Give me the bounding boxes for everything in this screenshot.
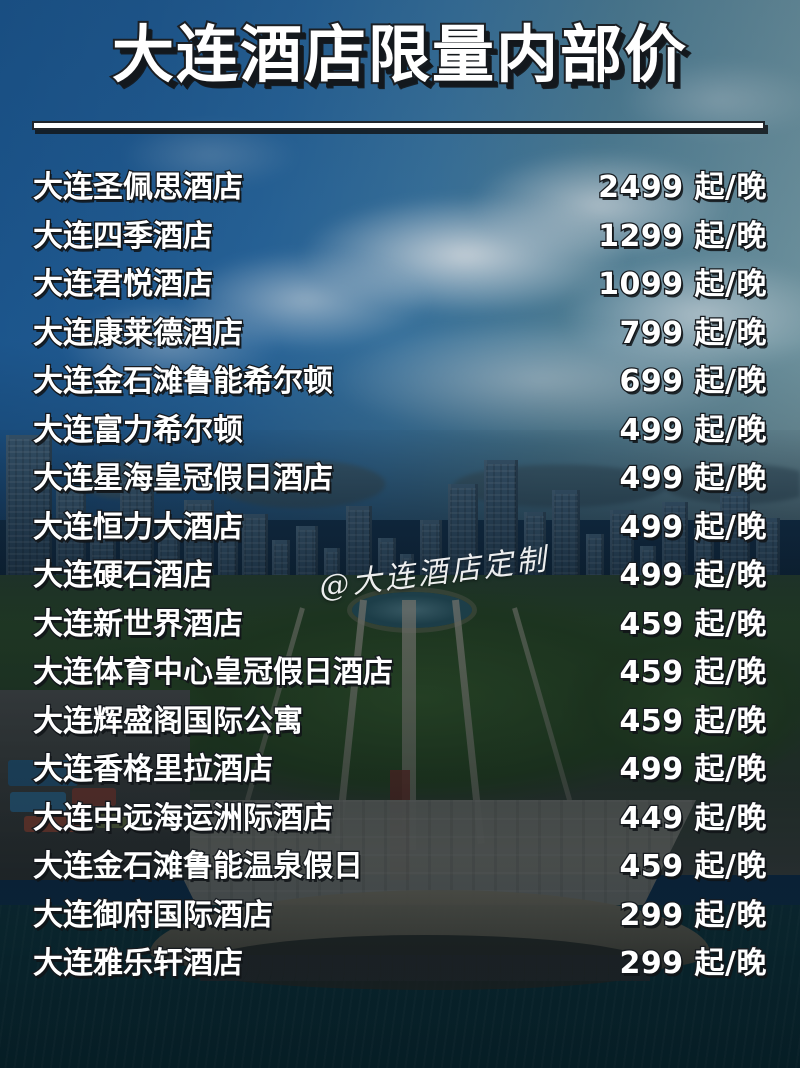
- hotel-name: 大连雅乐轩酒店: [32, 945, 245, 983]
- hotel-price: 499 起/晚: [618, 557, 768, 595]
- hotel-price: 699 起/晚: [618, 363, 768, 401]
- title-underline-bar: [32, 121, 765, 130]
- hotel-name: 大连君悦酒店: [32, 266, 215, 304]
- table-row: 大连圣佩思酒店 2499 起/晚: [32, 162, 768, 211]
- hotel-name: 大连体育中心皇冠假日酒店: [32, 654, 395, 692]
- table-row: 大连硬石酒店 499 起/晚: [32, 550, 768, 599]
- hotel-name: 大连御府国际酒店: [32, 896, 275, 934]
- hotel-name: 大连辉盛阁国际公寓: [32, 702, 305, 740]
- table-row: 大连金石滩鲁能希尔顿 699 起/晚: [32, 356, 768, 405]
- hotel-price: 449 起/晚: [618, 799, 768, 837]
- table-row: 大连中远海运洲际酒店 449 起/晚: [32, 793, 768, 842]
- hotel-name: 大连金石滩鲁能希尔顿: [32, 363, 335, 401]
- hotel-price: 499 起/晚: [618, 460, 768, 498]
- hotel-name: 大连硬石酒店: [32, 557, 215, 595]
- hotel-price: 499 起/晚: [618, 751, 768, 789]
- table-row: 大连新世界酒店 459 起/晚: [32, 599, 768, 648]
- hotel-price: 459 起/晚: [618, 654, 768, 692]
- table-row: 大连雅乐轩酒店 299 起/晚: [32, 938, 768, 987]
- hotel-price: 459 起/晚: [618, 702, 768, 740]
- hotel-price: 459 起/晚: [618, 605, 768, 643]
- hotel-name: 大连中远海运洲际酒店: [32, 799, 335, 837]
- hotel-price: 299 起/晚: [618, 945, 768, 983]
- table-row: 大连恒力大酒店 499 起/晚: [32, 502, 768, 551]
- table-row: 大连富力希尔顿 499 起/晚: [32, 405, 768, 454]
- hotel-price: 799 起/晚: [618, 314, 768, 352]
- hotel-price: 2499 起/晚: [597, 169, 768, 207]
- table-row: 大连星海皇冠假日酒店 499 起/晚: [32, 453, 768, 502]
- hotel-price: 499 起/晚: [618, 411, 768, 449]
- hotel-price: 299 起/晚: [618, 896, 768, 934]
- table-row: 大连康莱德酒店 799 起/晚: [32, 308, 768, 357]
- hotel-price: 459 起/晚: [618, 848, 768, 886]
- table-row: 大连四季酒店 1299 起/晚: [32, 211, 768, 260]
- page-title: 大连酒店限量内部价: [110, 18, 688, 91]
- hotel-price: 499 起/晚: [618, 508, 768, 546]
- hotel-name: 大连康莱德酒店: [32, 314, 245, 352]
- table-row: 大连香格里拉酒店 499 起/晚: [32, 744, 768, 793]
- table-row: 大连金石滩鲁能温泉假日 459 起/晚: [32, 841, 768, 890]
- hotel-name: 大连星海皇冠假日酒店: [32, 460, 335, 498]
- hotel-name: 大连新世界酒店: [32, 605, 245, 643]
- title-block: 大连酒店限量内部价: [0, 18, 800, 91]
- hotel-price: 1299 起/晚: [597, 217, 768, 255]
- hotel-name: 大连富力希尔顿: [32, 411, 245, 449]
- hotel-name: 大连四季酒店: [32, 217, 215, 255]
- hotel-price: 1099 起/晚: [597, 266, 768, 304]
- table-row: 大连君悦酒店 1099 起/晚: [32, 259, 768, 308]
- hotel-name: 大连圣佩思酒店: [32, 169, 245, 207]
- hotel-price-list: 大连圣佩思酒店 2499 起/晚 大连四季酒店 1299 起/晚 大连君悦酒店 …: [32, 162, 768, 987]
- hotel-name: 大连香格里拉酒店: [32, 751, 275, 789]
- table-row: 大连御府国际酒店 299 起/晚: [32, 890, 768, 939]
- table-row: 大连体育中心皇冠假日酒店 459 起/晚: [32, 647, 768, 696]
- hotel-name: 大连恒力大酒店: [32, 508, 245, 546]
- hotel-name: 大连金石滩鲁能温泉假日: [32, 848, 365, 886]
- table-row: 大连辉盛阁国际公寓 459 起/晚: [32, 696, 768, 745]
